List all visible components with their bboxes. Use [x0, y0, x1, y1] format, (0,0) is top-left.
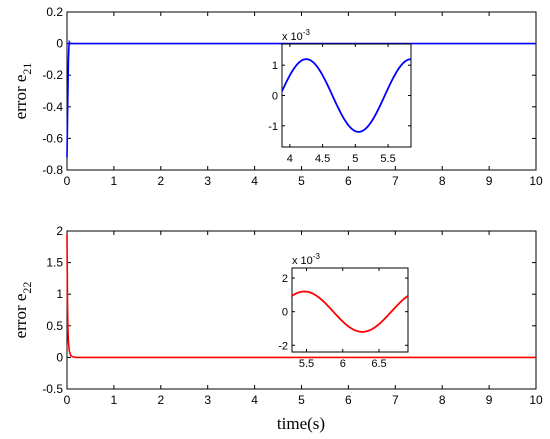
top-ytick-label: -0.8	[42, 163, 63, 177]
top-inset-xtick-label: 4.5	[315, 153, 330, 165]
bottom-inset-frame	[291, 267, 409, 353]
top-ytick-label: -0.4	[42, 100, 63, 114]
bottom-xtick-label: 1	[111, 393, 118, 407]
top-panel: 0 1 2 3 4 5 6 7 8 9 100.20-0.2-0.4-0.6-0.8 error e…	[11, 5, 543, 188]
bottom-xtick-label: 5	[298, 393, 305, 407]
top-xtick-label: 3	[204, 174, 211, 188]
top-xtick-label: 5	[298, 174, 305, 188]
top-inset-exponent: x 10-3	[282, 28, 310, 43]
top-xtick-label: 10	[529, 174, 543, 188]
bottom-xtick-label: 9	[486, 393, 493, 407]
bottom-series-line	[66, 234, 536, 359]
top-inset-xtick-label: 5	[352, 153, 358, 165]
top-inset-ytick-label: 0	[272, 91, 278, 103]
bottom-xtick-label: 10	[529, 393, 543, 407]
bottom-ylabel: error e22	[11, 282, 34, 339]
bottom-inset-exponent: x 10-3	[292, 252, 320, 267]
top-ytick-label: 0	[56, 37, 63, 51]
bottom-ytick-label: 1	[56, 287, 63, 301]
bottom-xtick-label: 2	[157, 393, 164, 407]
top-ylabel-text: error e	[11, 75, 30, 120]
bottom-inset-xtick-label: 6.5	[371, 358, 386, 370]
bottom-inset-ytick-label: 0	[282, 307, 288, 319]
top-inset-xtick-label: 4	[287, 153, 293, 165]
top-inset-exponent-power: -3	[303, 28, 311, 37]
top-inset-xtick-label: 5.5	[380, 153, 395, 165]
top-inset-ytick-label: -1	[268, 121, 278, 133]
top-ytick-label: -0.2	[42, 68, 63, 82]
bottom-xtick-label: 8	[439, 393, 446, 407]
top-inset-marks: 4 4.5 5 5.5 1 0 -1	[268, 44, 412, 165]
bottom-inset-ytick-label: -2	[278, 340, 288, 352]
top-ytick-label: -0.6	[42, 131, 63, 145]
bottom-ytick-label: -0.5	[42, 382, 63, 396]
bottom-xtick-label: 7	[392, 393, 399, 407]
bottom-xtick-label: 0	[64, 393, 71, 407]
top-plot-marks: 0 1 2 3 4 5 6 7 8 9 100.20-0.2-0.4-0.6-0.8	[42, 5, 543, 188]
bottom-ylabel-sub: 22	[20, 282, 34, 294]
top-xtick-label: 1	[111, 174, 118, 188]
top-xtick-label: 9	[486, 174, 493, 188]
top-ylabel-sub: 21	[20, 63, 34, 75]
bottom-ytick-label: 2	[56, 224, 63, 238]
bottom-inset-xtick-label: 5.5	[299, 358, 314, 370]
top-inset-exponent-label: x 10	[282, 31, 303, 43]
bottom-inset-exponent-label: x 10	[292, 255, 313, 267]
bottom-xtick-label: 6	[345, 393, 352, 407]
bottom-inset-marks: 5.5 6 6.5 2 0 -2	[278, 268, 409, 370]
bottom-ytick-label: 1.5	[46, 256, 63, 270]
top-inset-frame	[281, 43, 412, 148]
top-ytick-label: 0.2	[46, 5, 63, 19]
bottom-xtick-label: 3	[204, 393, 211, 407]
top-inset-ytick-label: 1	[272, 60, 278, 72]
bottom-inset-ytick-label: 2	[282, 273, 288, 285]
top-xtick-label: 8	[439, 174, 446, 188]
bottom-ytick-label: 0	[56, 350, 63, 364]
bottom-xtick-label: 4	[251, 393, 258, 407]
top-xtick-label: 6	[345, 174, 352, 188]
top-xtick-label: 4	[251, 174, 258, 188]
top-inset-series-line	[281, 58, 412, 133]
top-xtick-label: 2	[157, 174, 164, 188]
top-inset: 4 4.5 5 5.5 1 0 -1 x 10-3	[268, 28, 412, 165]
top-xtick-label: 0	[64, 174, 71, 188]
bottom-xlabel: time(s)	[277, 414, 325, 433]
bottom-ytick-label: 0.5	[46, 319, 63, 333]
top-ylabel: error e21	[11, 63, 34, 120]
bottom-ylabel-text: error e	[11, 294, 30, 339]
top-xtick-label: 7	[392, 174, 399, 188]
top-series-line	[66, 39, 536, 158]
bottom-inset-series-line	[291, 290, 409, 333]
bottom-inset-xtick-label: 6	[340, 358, 346, 370]
bottom-inset-exponent-power: -3	[313, 252, 321, 261]
bottom-inset: 5.5 6 6.5 2 0 -2 x 10-3	[278, 252, 409, 370]
